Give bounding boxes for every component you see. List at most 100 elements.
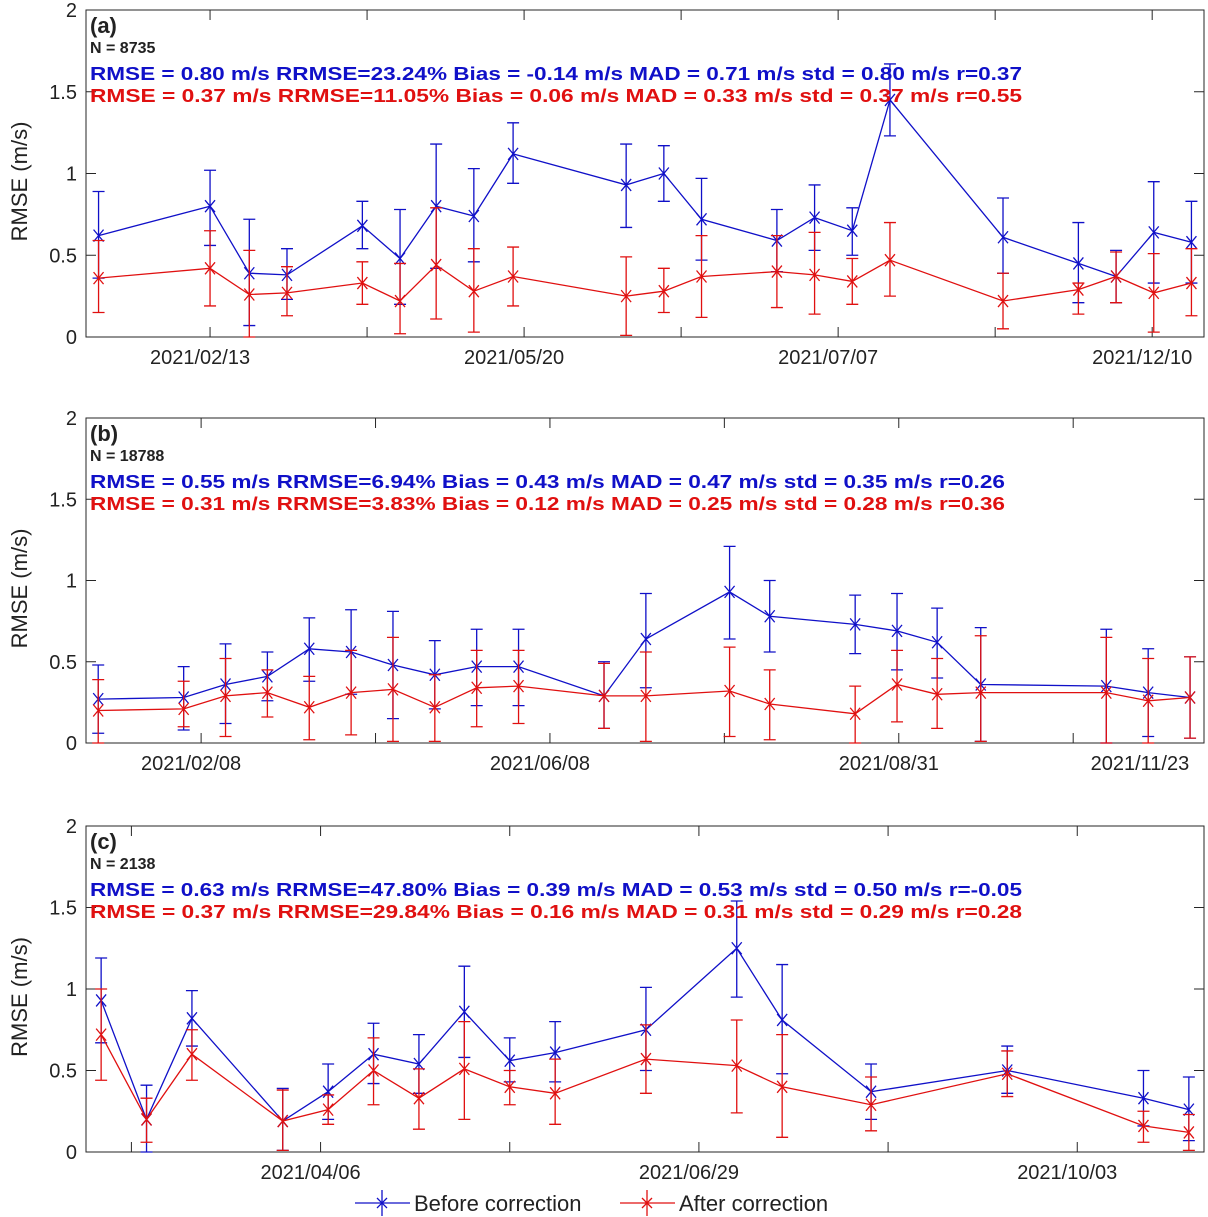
sample-count: N = 8735 (90, 40, 155, 57)
data-point-marker (731, 941, 743, 955)
data-point-marker (997, 230, 1009, 244)
x-tick-label: 2021/02/13 (150, 347, 250, 369)
data-point-marker (356, 219, 368, 233)
sample-count: N = 18788 (90, 448, 164, 465)
data-point-marker (204, 261, 216, 275)
y-tick-label: 1 (66, 164, 77, 186)
data-point-marker (468, 209, 480, 223)
data-point-marker (549, 1046, 561, 1059)
error-bar (177, 680, 190, 728)
data-point-marker (891, 678, 903, 691)
data-point-marker (884, 253, 896, 267)
data-point-marker (178, 702, 190, 716)
data-point-marker (507, 147, 519, 161)
y-tick-label: 0 (66, 1142, 77, 1164)
data-point-marker (504, 1080, 516, 1094)
data-point-marker (891, 624, 903, 638)
data-point-marker (1148, 286, 1160, 300)
data-point-marker (1137, 1091, 1149, 1105)
data-point-marker (394, 294, 406, 308)
data-point-marker (303, 642, 315, 656)
data-point-marker (1110, 270, 1122, 283)
y-tick-label: 2 (66, 0, 77, 22)
y-tick-label: 1 (66, 979, 77, 1001)
data-point-marker (931, 635, 943, 649)
data-point-marker (997, 294, 1009, 308)
stats-before: RMSE = 0.63 m/s RRMSE=47.80% Bias = 0.39… (90, 880, 1022, 900)
data-point-marker (322, 1085, 334, 1099)
stats-after: RMSE = 0.31 m/s RRMSE=3.83% Bias = 0.12 … (90, 494, 1005, 514)
data-point-marker (504, 1054, 516, 1068)
data-point-marker (1137, 1119, 1149, 1133)
data-point-marker (413, 1091, 425, 1105)
data-point-marker (640, 689, 652, 703)
data-point-marker (368, 1064, 380, 1077)
data-point-marker (458, 1062, 470, 1076)
y-tick-label: 1.5 (49, 898, 77, 920)
data-point-marker (356, 276, 368, 290)
error-bar (1072, 282, 1085, 315)
x-tick-label: 2021/06/08 (490, 753, 590, 775)
series-after (95, 988, 1195, 1152)
x-tick-label: 2021/05/20 (464, 347, 564, 369)
data-point-marker (620, 289, 632, 303)
x-tick-label: 2021/11/23 (1091, 753, 1190, 775)
stats-after: RMSE = 0.37 m/s RRMSE=29.84% Bias = 0.16… (90, 902, 1022, 922)
error-bar (92, 239, 105, 314)
panel-b: 0 0.5 1 1.5 2 2021/02/08 2021/06/08 2021/08/31 2… (7, 408, 1205, 775)
data-point-marker (1001, 1067, 1013, 1081)
data-point-marker (471, 681, 483, 695)
data-point-marker (846, 274, 858, 288)
data-point-marker (277, 1114, 289, 1128)
data-point-marker (430, 199, 442, 213)
data-point-marker (1185, 276, 1197, 290)
data-point-marker (1185, 235, 1197, 249)
data-point-marker (809, 268, 821, 282)
data-point-marker (846, 224, 858, 238)
data-point-marker (243, 288, 255, 301)
y-tick-label: 1 (66, 571, 77, 593)
data-point-marker (281, 286, 293, 300)
data-point-marker (849, 707, 861, 721)
data-point-marker (93, 271, 105, 285)
series-after (92, 635, 1197, 744)
legend-label-before: Before correction (414, 1191, 582, 1216)
data-point-marker (724, 684, 736, 698)
error-bar (891, 649, 904, 723)
y-axis-label: RMSE (m/s) (7, 937, 32, 1057)
data-point-marker (1183, 1103, 1195, 1117)
error-bar (430, 207, 443, 320)
stats-before: RMSE = 0.80 m/s RRMSE=23.24% Bias = -0.1… (90, 64, 1022, 84)
data-point-marker (865, 1098, 877, 1112)
y-axis-label: RMSE (m/s) (7, 529, 32, 649)
data-point-marker (731, 1059, 743, 1073)
data-point-marker (1148, 225, 1160, 239)
x-tick-label: 2021/04/06 (261, 1162, 361, 1184)
data-point-marker (771, 265, 783, 279)
x-tick-label: 2021/07/07 (778, 347, 878, 369)
data-point-marker (640, 1052, 652, 1066)
y-tick-label: 1.5 (49, 489, 77, 511)
data-point-marker (849, 617, 861, 631)
data-point-marker (776, 1013, 788, 1027)
data-point-marker (549, 1086, 561, 1100)
data-point-marker (507, 270, 519, 283)
data-point-marker (95, 1028, 107, 1042)
data-point-marker (658, 284, 670, 298)
data-point-marker (620, 178, 632, 192)
plot-area (85, 417, 1205, 744)
series-after (92, 207, 1198, 338)
data-point-marker (884, 93, 896, 107)
data-point-marker (394, 252, 406, 265)
data-point-marker (598, 689, 610, 703)
x-tick-label: 2021/02/08 (141, 753, 241, 775)
legend-marker-before (376, 1197, 388, 1209)
data-point-marker (931, 687, 943, 701)
data-point-marker (468, 284, 480, 298)
panel-a: 0 0.5 1 1.5 2 2021/02/13 2021/05/20 2021/07/07 2… (7, 0, 1205, 369)
data-point-marker (1072, 257, 1084, 270)
data-point-marker (186, 1011, 198, 1025)
y-tick-label: 1.5 (49, 82, 77, 104)
panel-label: (a) (90, 13, 117, 38)
legend-item-before: Before correction (355, 1190, 582, 1216)
